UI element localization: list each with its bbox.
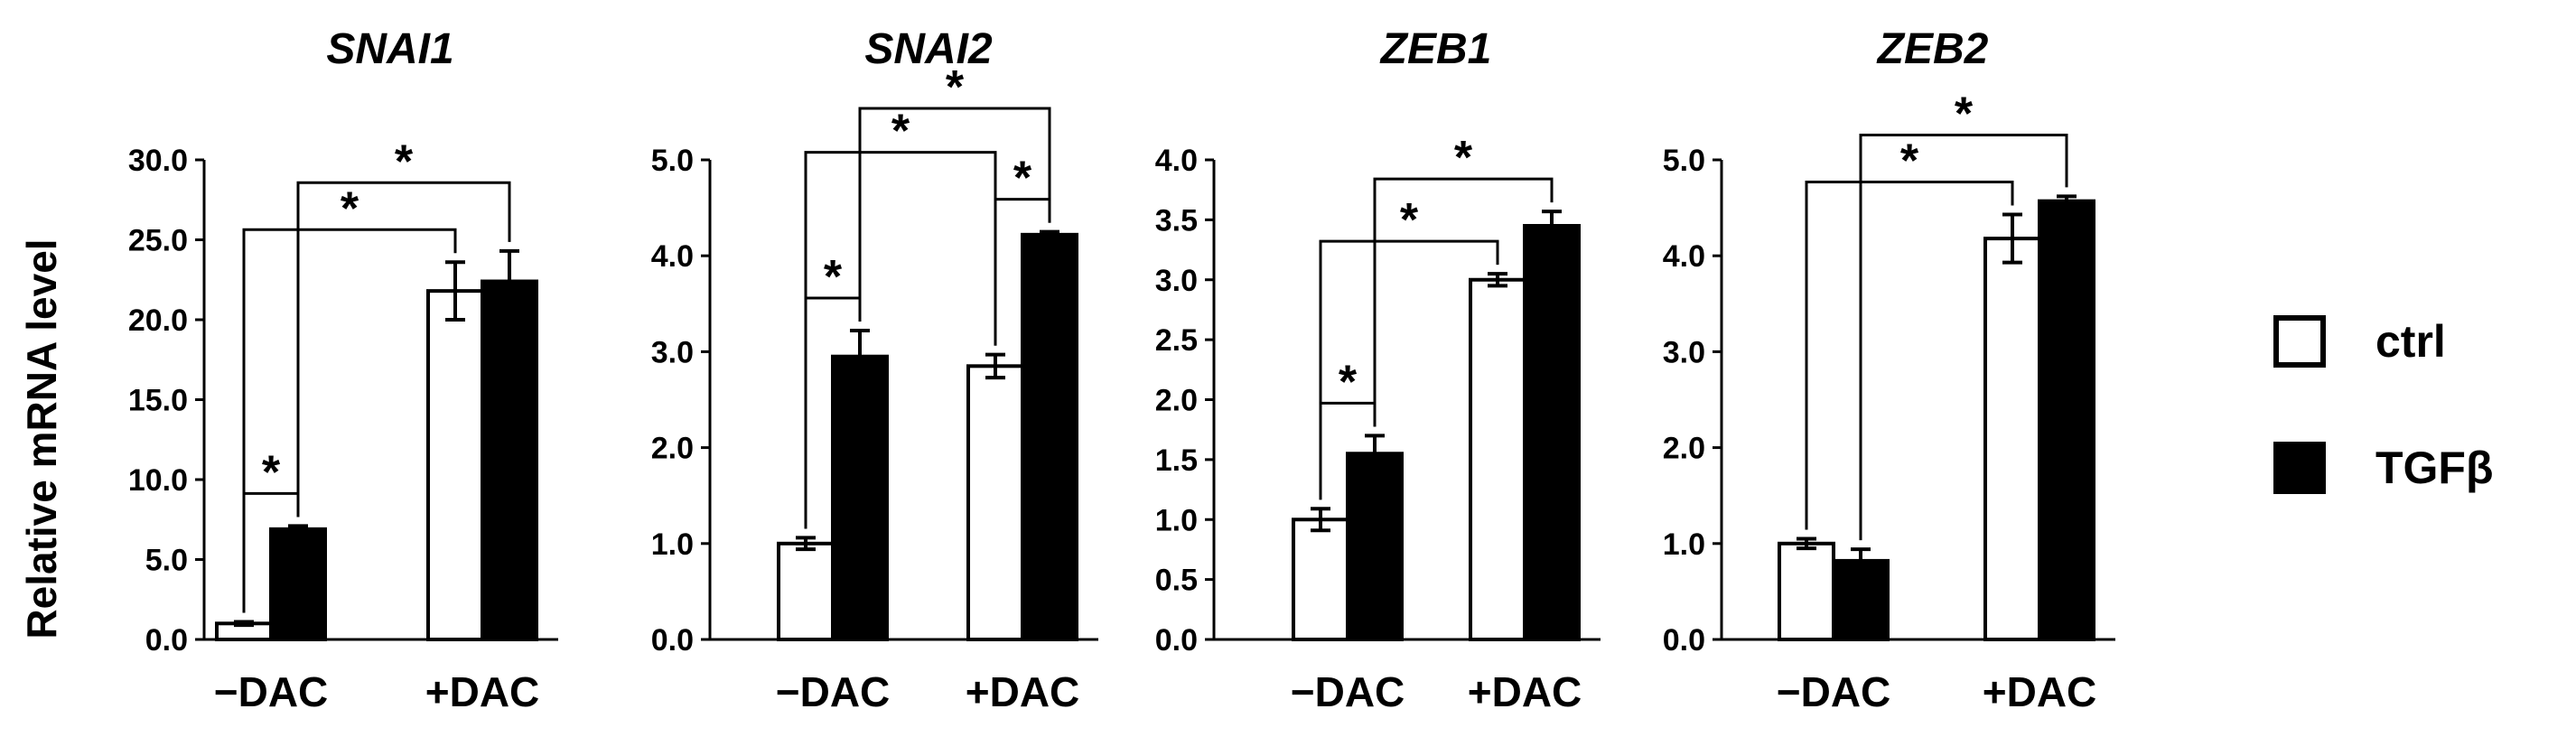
y-tick-label: 5.0 — [651, 144, 694, 178]
panel-title: ZEB2 — [1876, 25, 1989, 73]
significance-star: * — [1955, 89, 1974, 141]
significance-star: * — [262, 446, 281, 499]
panel-snai2: SNAI2 0.0 1.0 2.0 3.0 4.0 5.0 −DAC +DAC * * * * — [651, 25, 1098, 715]
bar-ctrl-minus-dac — [777, 541, 835, 641]
y-tick-label: 5.0 — [145, 544, 188, 578]
y-axis-label: Relative mRNA level — [18, 238, 65, 639]
x-tick-label: +DAC — [1983, 668, 2097, 715]
y-tick-label: 2.0 — [1155, 384, 1198, 418]
y-tick-label: 2.0 — [1663, 432, 1705, 466]
significance-bracket — [1319, 239, 1499, 500]
legend-label-ctrl: ctrl — [2375, 316, 2446, 367]
y-tick-label: 2.5 — [1155, 323, 1198, 358]
significance-bracket — [1373, 177, 1554, 427]
y-tick-label: 2.0 — [651, 432, 694, 466]
y-tick-label: 25.0 — [128, 224, 188, 258]
bar-ctrl-plus-dac — [426, 289, 484, 641]
significance-bracket — [296, 181, 511, 518]
panel-title: SNAI2 — [864, 25, 993, 73]
significance-star: * — [395, 135, 414, 188]
y-tick-label: 0.5 — [1155, 564, 1198, 598]
y-tick-label: 30.0 — [128, 144, 188, 178]
significance-bracket — [242, 228, 457, 613]
bar-ctrl-minus-dac — [1292, 518, 1349, 641]
panel-snai1: SNAI1 0.0 5.0 10.0 15.0 20.0 25.0 30.0 −DAC +DAC *… — [128, 25, 558, 715]
significance-star: * — [946, 61, 965, 114]
y-tick-label: 20.0 — [128, 303, 188, 338]
bar-ctrl-plus-dac — [1983, 237, 2041, 641]
bar-tgfb-plus-dac — [481, 279, 538, 641]
panel-title: SNAI1 — [326, 25, 453, 73]
bar-tgfb-plus-dac — [1021, 232, 1078, 641]
significance-bracket — [1805, 181, 2014, 530]
legend-swatch-tgfb — [2273, 442, 2326, 494]
bar-ctrl-plus-dac — [966, 364, 1024, 641]
panel-zeb1: ZEB1 0.0 0.5 1.0 1.5 2.0 2.5 3.0 3.5 4.0 −DAC +DAC *… — [1155, 25, 1601, 715]
x-tick-label: −DAC — [1777, 668, 1891, 715]
legend-swatch-ctrl — [2273, 315, 2326, 368]
bar-tgfb-plus-dac — [1523, 224, 1581, 641]
significance-star: * — [1400, 194, 1419, 247]
x-tick-label: −DAC — [776, 668, 891, 715]
x-tick-label: +DAC — [1468, 668, 1582, 715]
y-tick-label: 4.0 — [1155, 144, 1198, 178]
x-tick-label: +DAC — [425, 668, 540, 715]
y-tick-label: 0.0 — [1155, 623, 1198, 658]
y-tick-label: 5.0 — [1663, 144, 1705, 178]
significance-star: * — [891, 106, 910, 158]
panels: SNAI1 0.0 5.0 10.0 15.0 20.0 25.0 30.0 −DAC +DAC *… — [128, 25, 2115, 715]
bar-ctrl-minus-dac — [1778, 541, 1835, 641]
significance-star: * — [1013, 153, 1032, 205]
significance-bracket — [858, 107, 1051, 322]
significance-star: * — [1900, 135, 1919, 188]
bar-tgfb-minus-dac — [831, 354, 889, 641]
y-tick-label: 4.0 — [651, 239, 694, 274]
significance-star: * — [1339, 356, 1358, 408]
y-tick-label: 3.0 — [1663, 335, 1705, 369]
y-tick-label: 15.0 — [128, 384, 188, 418]
bar-tgfb-minus-dac — [1346, 452, 1404, 641]
y-tick-label: 0.0 — [145, 623, 188, 658]
significance-star: * — [1454, 132, 1473, 184]
x-tick-label: +DAC — [966, 668, 1080, 715]
x-tick-label: −DAC — [214, 668, 329, 715]
significance-star: * — [824, 251, 843, 303]
panel-zeb2: ZEB2 0.0 1.0 2.0 3.0 4.0 5.0 −DAC +DAC * * — [1663, 25, 2115, 715]
y-tick-label: 4.0 — [1663, 239, 1705, 274]
y-tick-label: 0.0 — [651, 623, 694, 658]
panel-title: ZEB1 — [1379, 25, 1492, 73]
y-tick-label: 3.0 — [1155, 264, 1198, 298]
significance-bracket — [1859, 134, 2068, 541]
y-tick-label: 1.5 — [1155, 443, 1198, 478]
bar-ctrl-plus-dac — [1469, 277, 1526, 641]
y-tick-label: 0.0 — [1663, 623, 1705, 658]
legend: ctrl TGFβ — [2273, 315, 2494, 494]
y-tick-label: 1.0 — [1155, 503, 1198, 537]
x-tick-label: −DAC — [1291, 668, 1405, 715]
legend-label-tgfb: TGFβ — [2375, 443, 2494, 493]
bar-tgfb-minus-dac — [269, 527, 327, 641]
y-tick-label: 3.5 — [1155, 203, 1198, 238]
significance-bracket — [804, 151, 997, 529]
y-tick-label: 3.0 — [651, 335, 694, 369]
bar-tgfb-plus-dac — [2038, 199, 2095, 642]
y-tick-label: 10.0 — [128, 463, 188, 498]
y-tick-label: 1.0 — [651, 527, 694, 562]
y-tick-label: 1.0 — [1663, 527, 1705, 562]
significance-star: * — [341, 182, 359, 235]
